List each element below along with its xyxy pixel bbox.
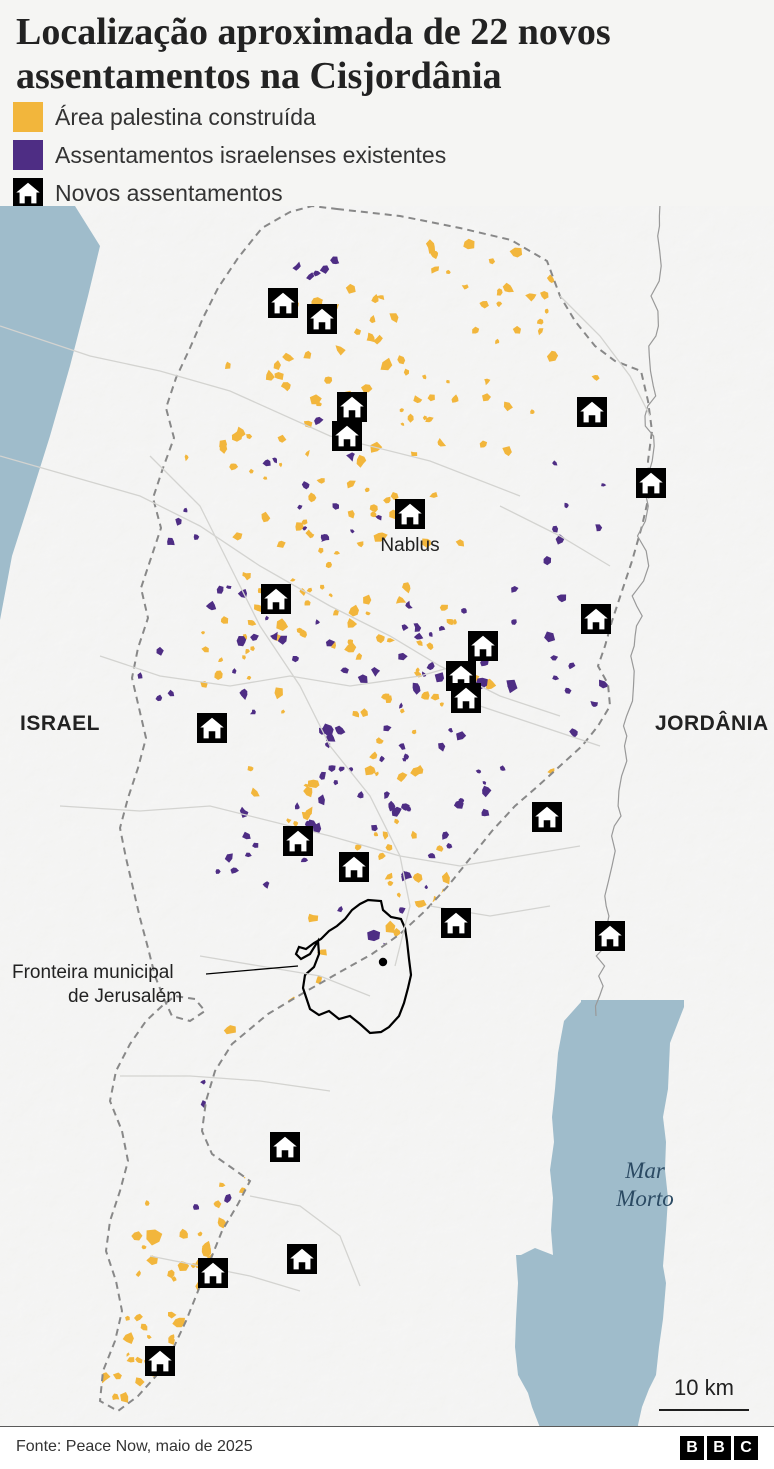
svg-text:Fronteira municipal: Fronteira municipal — [12, 962, 174, 983]
svg-text:de Jerusalém: de Jerusalém — [68, 986, 182, 1007]
svg-text:Nablus: Nablus — [380, 535, 439, 556]
svg-text:JORDÂNIA: JORDÂNIA — [655, 711, 769, 735]
svg-text:ISRAEL: ISRAEL — [20, 712, 100, 735]
svg-text:Morto: Morto — [615, 1186, 674, 1211]
svg-text:10 km: 10 km — [674, 1375, 734, 1400]
svg-text:Mar: Mar — [624, 1158, 666, 1183]
